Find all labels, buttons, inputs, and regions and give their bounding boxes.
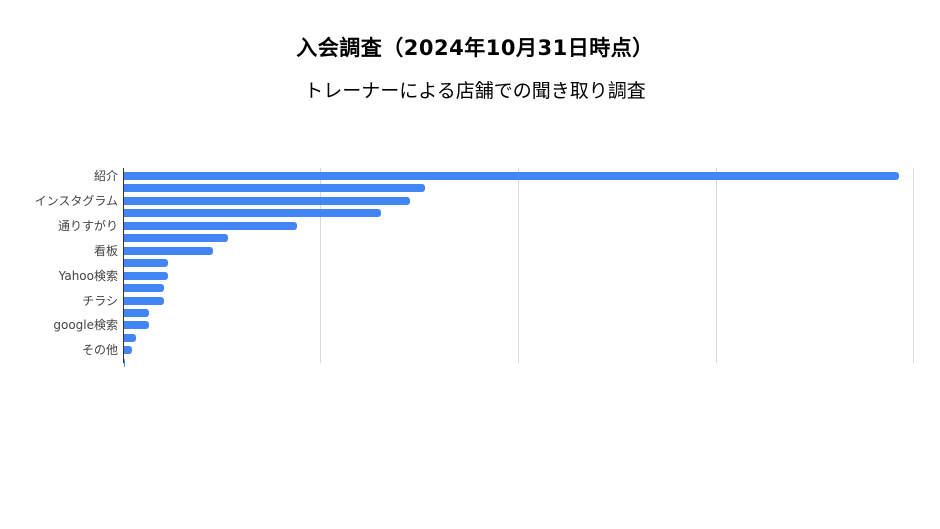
bar: [124, 184, 426, 193]
bar: [124, 246, 213, 255]
plot-area: [123, 168, 914, 367]
bar: [124, 296, 164, 305]
bar: [124, 196, 411, 205]
bar: [124, 308, 149, 317]
bar: [124, 271, 169, 280]
bar: [124, 221, 297, 230]
gridline: [913, 168, 914, 363]
gridline: [716, 168, 717, 363]
bar: [124, 172, 900, 180]
y-tick-label: Yahoo検索: [58, 268, 118, 283]
y-tick-label: その他: [81, 343, 118, 358]
y-tick-label: 通りすがり: [57, 218, 118, 233]
bar: [124, 259, 169, 268]
bar: [124, 346, 132, 355]
bar: [124, 333, 137, 342]
gridline: [320, 168, 321, 363]
bar: [124, 209, 381, 218]
y-tick-label: インスタグラム: [34, 193, 118, 208]
bar: [124, 321, 149, 330]
y-tick-label: google検索: [53, 318, 118, 333]
chart-subtitle: トレーナーによる店舗での聞き取り調査: [304, 80, 646, 102]
bar: [124, 284, 164, 293]
bar: [124, 234, 228, 243]
gridline: [518, 168, 519, 363]
y-tick-label: 看板: [93, 243, 118, 258]
chart-title: 入会調査（2024年10月31日時点）: [296, 36, 654, 60]
y-tick-label: チラシ: [82, 293, 118, 308]
y-axis-line: [123, 168, 124, 363]
y-tick-label: 紹介: [93, 169, 118, 183]
bar: [124, 358, 126, 367]
